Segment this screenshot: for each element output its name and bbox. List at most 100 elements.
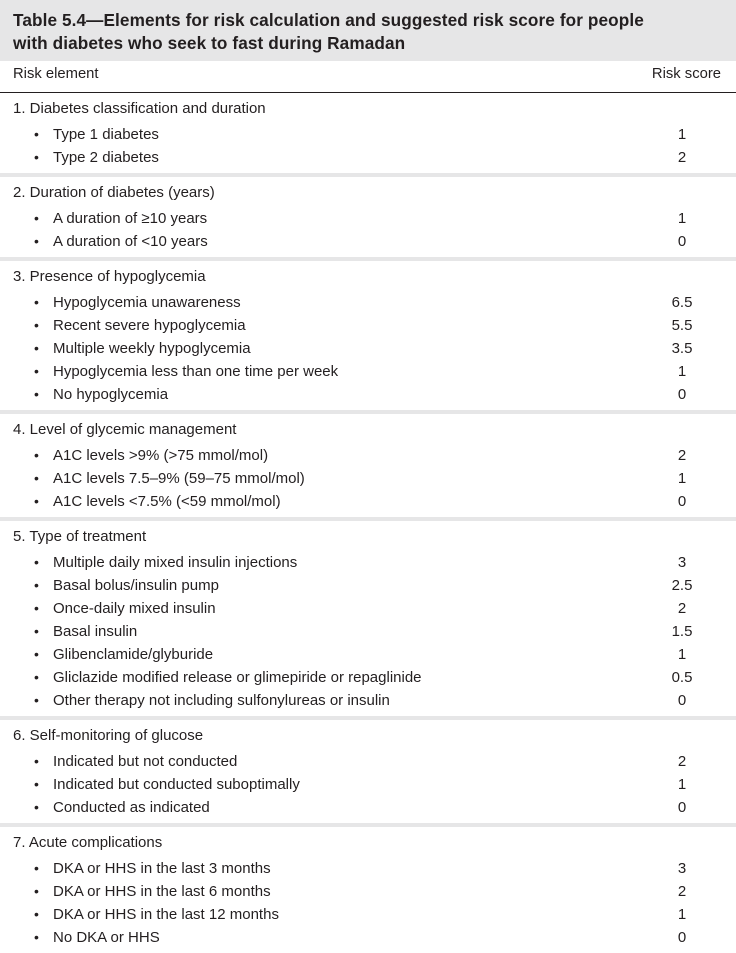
table-title-line-1: Table 5.4—Elements for risk calculation … bbox=[13, 10, 644, 30]
table-row: • Basal insulin 1.5 bbox=[0, 620, 736, 643]
table-row: • Hypoglycemia unawareness 6.5 bbox=[0, 291, 736, 314]
table-section: 6. Self-monitoring of glucose • Indicated … bbox=[0, 716, 736, 823]
section-heading: 3. Presence of hypoglycemia bbox=[13, 268, 206, 285]
row-score: 0 bbox=[677, 386, 687, 403]
row-label: Other therapy not including sulfonylurea… bbox=[53, 692, 390, 709]
table-title-line-2: with diabetes who seek to fast during Ra… bbox=[13, 33, 406, 53]
bullet-icon: • bbox=[34, 294, 39, 310]
row-label: No hypoglycemia bbox=[53, 386, 169, 403]
table-section: 3. Presence of hypoglycemia • Hypoglycemia… bbox=[0, 257, 736, 410]
row-score: 6.5 bbox=[671, 294, 693, 311]
row-label: Indicated but conducted suboptimally bbox=[53, 776, 300, 793]
section-heading: 1. Diabetes classification and duration bbox=[13, 100, 266, 117]
bullet-icon: • bbox=[34, 126, 39, 142]
row-score: 3 bbox=[677, 554, 687, 571]
bullet-icon: • bbox=[34, 363, 39, 379]
bullet-icon: • bbox=[34, 554, 39, 570]
table-row: • A duration of ≥10 years 1 bbox=[0, 207, 736, 230]
bullet-icon: • bbox=[34, 669, 39, 685]
row-score: 1 bbox=[677, 646, 687, 663]
bullet-icon: • bbox=[34, 470, 39, 486]
table-row: • DKA or HHS in the last 12 months 1 bbox=[0, 903, 736, 926]
table-row: • Recent severe hypoglycemia 5.5 bbox=[0, 314, 736, 337]
table-section: 2. Duration of diabetes (years) • A durati… bbox=[0, 173, 736, 257]
bullet-icon: • bbox=[34, 577, 39, 593]
row-score: 1 bbox=[677, 470, 687, 487]
row-label: A duration of <10 years bbox=[53, 233, 208, 250]
table-row: • A duration of <10 years 0 bbox=[0, 230, 736, 253]
row-score: 0 bbox=[677, 929, 687, 946]
table-row: • Multiple weekly hypoglycemia 3.5 bbox=[0, 337, 736, 360]
header-risk-element: Risk element bbox=[13, 66, 99, 82]
row-label: Once-daily mixed insulin bbox=[53, 600, 216, 617]
row-label: DKA or HHS in the last 3 months bbox=[53, 860, 271, 877]
table-row: • Glibenclamide/glyburide 1 bbox=[0, 643, 736, 666]
table-row: • Indicated but conducted suboptimally 1 bbox=[0, 773, 736, 796]
table-row: • Type 2 diabetes 2 bbox=[0, 146, 736, 169]
row-score: 2.5 bbox=[671, 577, 693, 594]
row-label: DKA or HHS in the last 12 months bbox=[53, 906, 279, 923]
bullet-icon: • bbox=[34, 493, 39, 509]
row-score: 1 bbox=[677, 363, 687, 380]
row-score: 0 bbox=[677, 493, 687, 510]
row-score: 1 bbox=[677, 906, 687, 923]
bullet-icon: • bbox=[34, 340, 39, 356]
table-row: • Indicated but not conducted 2 bbox=[0, 750, 736, 773]
row-score: 3 bbox=[677, 860, 687, 877]
row-label: Basal insulin bbox=[53, 623, 138, 640]
row-label: Hypoglycemia less than one time per week bbox=[53, 363, 339, 380]
section-heading: 6. Self-monitoring of glucose bbox=[13, 727, 204, 744]
bullet-icon: • bbox=[34, 149, 39, 165]
bullet-icon: • bbox=[34, 233, 39, 249]
section-heading: 5. Type of treatment bbox=[13, 528, 147, 545]
bullet-icon: • bbox=[34, 623, 39, 639]
section-heading: 2. Duration of diabetes (years) bbox=[13, 184, 215, 201]
row-label: Recent severe hypoglycemia bbox=[53, 317, 246, 334]
row-score: 0 bbox=[677, 692, 687, 709]
table-row: • A1C levels <7.5% (<59 mmol/mol) 0 bbox=[0, 490, 736, 513]
row-label: Multiple daily mixed insulin injections bbox=[53, 554, 298, 571]
row-label: Basal bolus/insulin pump bbox=[53, 577, 219, 594]
table-row: • Multiple daily mixed insulin injections… bbox=[0, 551, 736, 574]
bullet-icon: • bbox=[34, 386, 39, 402]
row-label: Multiple weekly hypoglycemia bbox=[53, 340, 251, 357]
row-score: 2 bbox=[677, 149, 687, 166]
row-label: Conducted as indicated bbox=[53, 799, 210, 816]
bullet-icon: • bbox=[34, 860, 39, 876]
row-label: Type 2 diabetes bbox=[53, 149, 159, 166]
table-row: • DKA or HHS in the last 3 months 3 bbox=[0, 857, 736, 880]
row-label: Glibenclamide/glyburide bbox=[53, 646, 214, 663]
table-section: 4. Level of glycemic management • A1C leve… bbox=[0, 410, 736, 517]
row-label: A1C levels <7.5% (<59 mmol/mol) bbox=[53, 493, 281, 510]
table-row: • Conducted as indicated 0 bbox=[0, 796, 736, 819]
row-score: 1.5 bbox=[671, 623, 693, 640]
table-row: • A1C levels >9% (>75 mmol/mol) 2 bbox=[0, 444, 736, 467]
row-score: 1 bbox=[677, 210, 687, 227]
table-row: • Hypoglycemia less than one time per wee… bbox=[0, 360, 736, 383]
section-heading: 4. Level of glycemic management bbox=[13, 421, 237, 438]
row-score: 2 bbox=[677, 447, 687, 464]
table-row: • A1C levels 7.5–9% (59–75 mmol/mol) 1 bbox=[0, 467, 736, 490]
table-row: • No DKA or HHS 0 bbox=[0, 926, 736, 949]
table-row: • Basal bolus/insulin pump 2.5 bbox=[0, 574, 736, 597]
row-label: A1C levels >9% (>75 mmol/mol) bbox=[53, 447, 269, 464]
row-score: 0 bbox=[677, 799, 687, 816]
table-title-band: Table 5.4—Elements for risk calculation … bbox=[0, 0, 736, 61]
section-heading: 7. Acute complications bbox=[13, 834, 163, 851]
bullet-icon: • bbox=[34, 883, 39, 899]
table-section: 1. Diabetes classification and duration •… bbox=[0, 93, 736, 173]
row-label: Indicated but not conducted bbox=[53, 753, 238, 770]
row-label: Hypoglycemia unawareness bbox=[53, 294, 241, 311]
bullet-icon: • bbox=[34, 776, 39, 792]
table-row: • Once-daily mixed insulin 2 bbox=[0, 597, 736, 620]
bullet-icon: • bbox=[34, 600, 39, 616]
bullet-icon: • bbox=[34, 753, 39, 769]
row-score: 0.5 bbox=[671, 669, 693, 686]
bullet-icon: • bbox=[34, 210, 39, 226]
row-score: 3.5 bbox=[671, 340, 693, 357]
table-header-row: Risk element Risk score bbox=[0, 61, 736, 93]
table-section: 7. Acute complications • DKA or HHS in the… bbox=[0, 823, 736, 953]
bullet-icon: • bbox=[34, 646, 39, 662]
table-row: • Type 1 diabetes 1 bbox=[0, 123, 736, 146]
